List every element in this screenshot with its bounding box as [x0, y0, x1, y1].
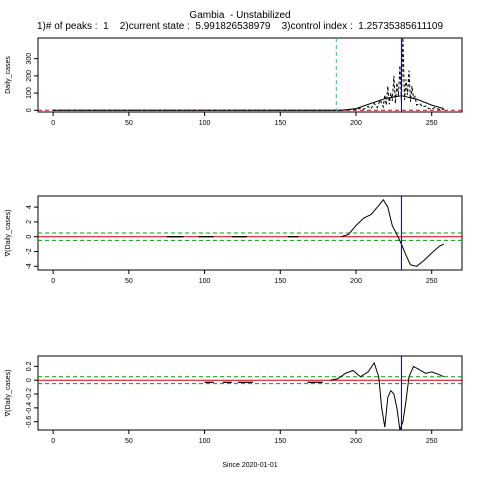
- x-axis-label: Since 2020-01-01: [222, 462, 277, 469]
- y-axis-label: ∇(Daily_cases): [4, 209, 12, 257]
- x-tick-label: 200: [350, 120, 362, 127]
- x-tick-label: 0: [51, 120, 55, 127]
- y-tick-label: 200: [26, 70, 33, 82]
- y-tick-label: 0: [26, 108, 33, 112]
- x-tick-label: 250: [426, 278, 438, 285]
- y-tick-label: -0.6: [26, 416, 33, 428]
- x-tick-label: 50: [125, 438, 133, 445]
- x-tick-label: 250: [426, 120, 438, 127]
- x-tick-label: 0: [51, 438, 55, 445]
- y-tick-label: -0.4: [26, 402, 33, 414]
- y-tick-label: 300: [26, 53, 33, 65]
- x-tick-label: 150: [274, 438, 286, 445]
- y-tick-label: 2: [26, 220, 33, 224]
- plot-area: [38, 356, 462, 430]
- series-line-0: [340, 198, 445, 267]
- x-tick-label: 150: [274, 278, 286, 285]
- x-tick-label: 50: [125, 278, 133, 285]
- plot-area: [38, 38, 462, 112]
- y-tick-label: 0: [26, 378, 33, 382]
- series-line-0: [330, 361, 445, 430]
- x-tick-label: 200: [350, 438, 362, 445]
- x-tick-label: 100: [199, 278, 211, 285]
- panel-daily-cases: 0 50 100 150 200 250 0 100 200 300 Daily_cases: [5, 37, 463, 127]
- chart-subtitle: 1)# of peaks : 1 2)current state : 5.991…: [36, 21, 444, 32]
- x-tick-label: 50: [125, 120, 133, 127]
- y-axis-label: ∇(Daily_cases): [4, 369, 12, 417]
- x-tick-label: 100: [199, 438, 211, 445]
- x-tick-label: 0: [51, 278, 55, 285]
- x-tick-label: 100: [199, 120, 211, 127]
- y-tick-label: 4: [26, 205, 33, 209]
- plot-frame: [37, 355, 463, 431]
- chart-title: Gambia - Unstabilized: [189, 10, 291, 21]
- y-tick-label: -0.2: [26, 388, 33, 400]
- plot-frame: [37, 37, 463, 113]
- plot-area: [38, 196, 462, 270]
- y-tick-label: 0.2: [26, 361, 33, 371]
- y-tick-label: -4: [26, 263, 33, 269]
- panel-second-derivative: 0 50 100 150 200 250 -0.6 -0.4 -0.2 0 0.2 ∇(Daily_c…: [4, 355, 463, 469]
- panel-first-derivative: 0 50 100 150 200 250 -4 -2 0 2 4 ∇(Daily_cases): [4, 195, 463, 285]
- y-tick-label: -2: [26, 248, 33, 254]
- series-line-1: [53, 95, 444, 111]
- y-tick-label: 0: [26, 235, 33, 239]
- x-tick-label: 200: [350, 278, 362, 285]
- x-tick-label: 250: [426, 438, 438, 445]
- y-axis-label: Daily_cases: [5, 56, 12, 94]
- y-tick-label: 100: [26, 87, 33, 99]
- x-tick-label: 150: [274, 120, 286, 127]
- series-line-0: [53, 38, 444, 111]
